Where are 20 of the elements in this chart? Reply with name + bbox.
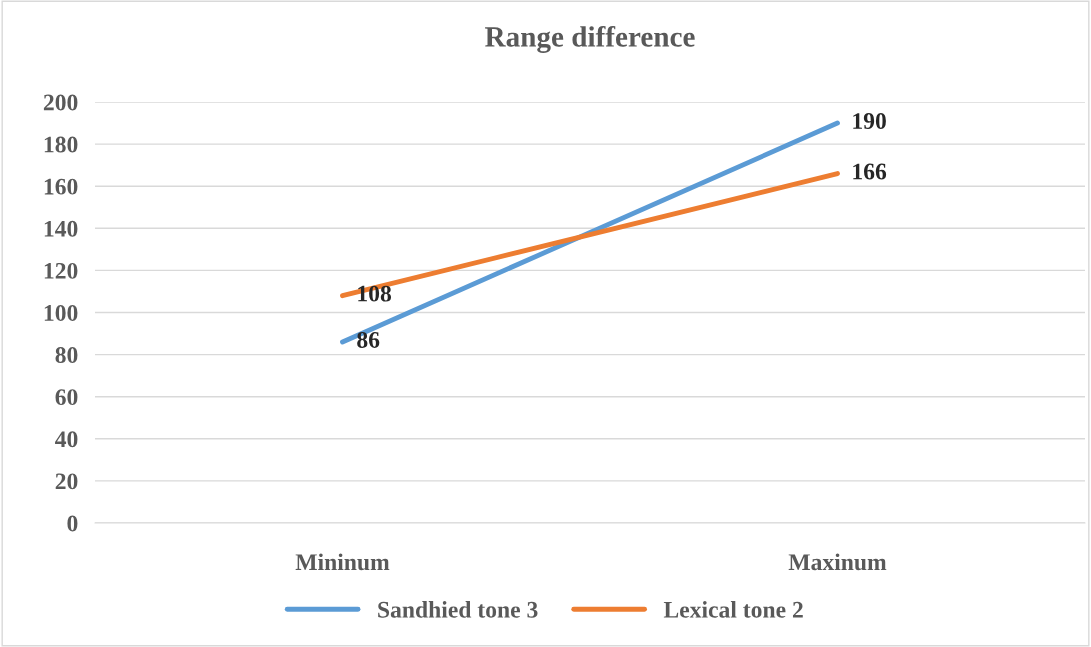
data-label: 166 [853, 163, 887, 180]
legend-label: Lexical tone 2 [663, 601, 803, 618]
y-tick-label: 40 [55, 431, 78, 448]
y-tick-label: 160 [44, 178, 78, 195]
y-tick-label: 200 [43, 94, 78, 111]
y-tick-label: 60 [55, 389, 78, 406]
x-tick-label: Maxinum [788, 553, 887, 571]
y-tick-label: 80 [55, 347, 78, 364]
legend-label: Sandhied tone 3 [378, 601, 538, 618]
chart-title: Range difference [485, 25, 695, 53]
x-tick-label: Mininum [295, 553, 390, 571]
data-label: 190 [853, 113, 886, 129]
data-label: 86 [357, 331, 380, 348]
y-tick-label: 0 [67, 515, 78, 532]
data-label: 108 [358, 285, 392, 302]
y-tick-label: 140 [44, 220, 78, 237]
y-tick-label: 180 [44, 136, 78, 153]
y-tick-label: 100 [44, 304, 78, 321]
y-tick-label: 20 [55, 473, 78, 490]
y-tick-label: 120 [44, 262, 78, 279]
